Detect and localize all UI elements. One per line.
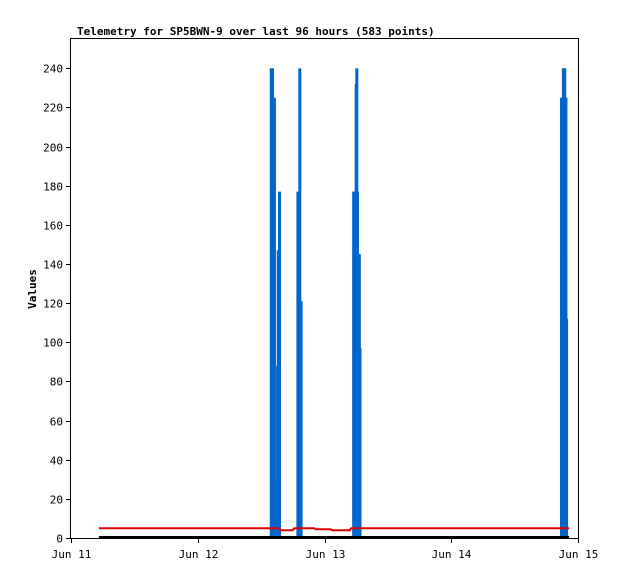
y-tick-label: 40 — [50, 455, 63, 468]
y-tick-label: 200 — [43, 142, 63, 155]
data-line — [98, 527, 570, 532]
plot-frame — [70, 38, 579, 539]
data-bar — [564, 97, 568, 539]
y-tick-label: 160 — [43, 220, 63, 233]
series-layer — [98, 68, 570, 539]
x-tick-label: Jun 11 — [52, 548, 92, 561]
data-bar — [299, 301, 303, 538]
data-bar — [358, 348, 362, 538]
data-bar — [271, 68, 275, 539]
y-tick-label: 20 — [50, 494, 63, 507]
data-bar — [272, 97, 276, 539]
y-tick-label: 80 — [50, 376, 63, 389]
y-tick-label: 100 — [43, 337, 63, 350]
x-axis: Jun 11 Jun 12 Jun 13 Jun 14 Jun 15 — [52, 538, 599, 561]
y-axis-label: Values — [26, 269, 39, 309]
y-tick-label: 120 — [43, 298, 63, 311]
y-tick-label: 220 — [43, 102, 63, 115]
x-tick-label: Jun 14 — [432, 548, 472, 561]
series-0 — [269, 68, 569, 539]
y-tick-label: 0 — [56, 533, 63, 546]
series-1 — [98, 527, 570, 532]
y-tick-label: 240 — [43, 63, 63, 76]
y-tick-label: 180 — [43, 181, 63, 194]
y-tick-label: 140 — [43, 259, 63, 272]
data-bar — [278, 191, 282, 538]
data-bar — [565, 318, 569, 538]
x-tick-label: Jun 15 — [559, 548, 599, 561]
x-tick-label: Jun 12 — [179, 548, 219, 561]
y-axis: 0 20 40 60 80 100 120 140 160 180 200 220 240 — [43, 63, 71, 546]
chart-title: Telemetry for SP5BWN-9 over last 96 hour… — [77, 25, 435, 38]
y-tick-label: 60 — [50, 416, 63, 429]
x-tick-label: Jun 13 — [306, 548, 346, 561]
